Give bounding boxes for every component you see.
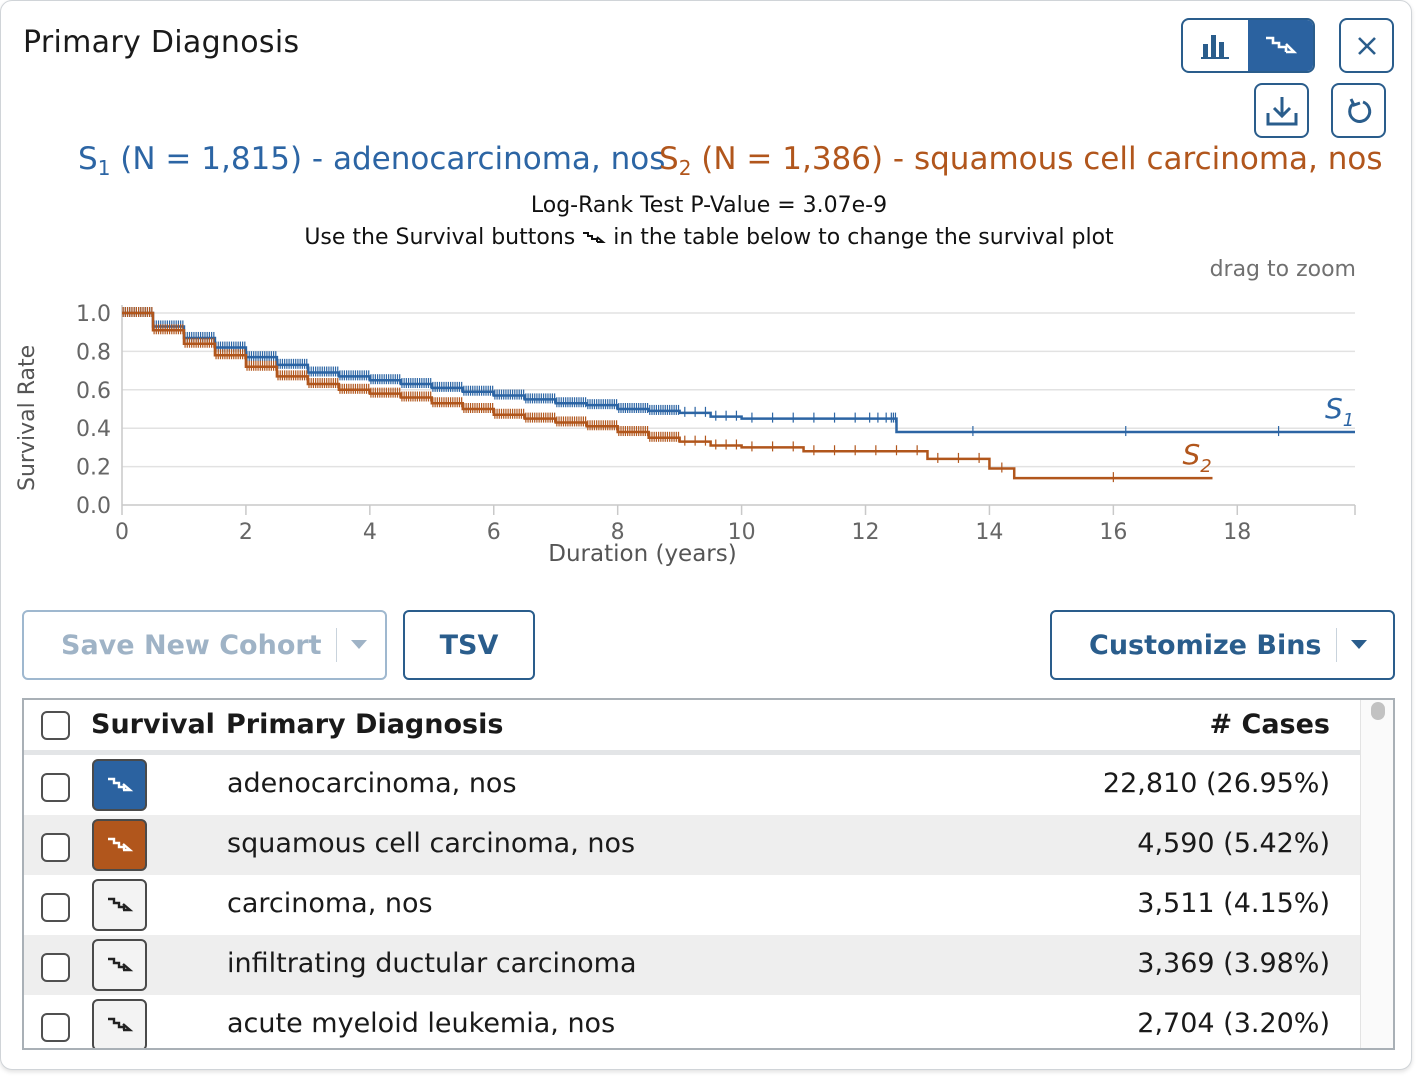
diagnosis-table: Survival Primary Diagnosis # Cases adeno… xyxy=(22,698,1395,1050)
close-button[interactable] xyxy=(1339,18,1394,73)
customize-bins-label: Customize Bins xyxy=(1089,629,1322,661)
survival-icon xyxy=(107,777,133,792)
table-row: infiltrating ductular carcinoma 3,369 (3.… xyxy=(24,935,1363,995)
panel-title: Primary Diagnosis xyxy=(23,25,300,60)
x-tick-label: 4 xyxy=(363,520,377,545)
close-icon xyxy=(1357,36,1376,55)
censor-marks-s1 xyxy=(122,307,1280,437)
cases-cell: 22,810 (26.95%) xyxy=(1102,768,1330,799)
survival-button[interactable] xyxy=(92,759,147,811)
series-line-s2 xyxy=(122,311,1213,480)
row-checkbox[interactable] xyxy=(41,833,70,862)
survival-plot-button[interactable] xyxy=(1248,20,1313,71)
diagnosis-cell: adenocarcinoma, nos xyxy=(227,768,517,799)
header-survival: Survival xyxy=(91,709,215,740)
survival-plot-icon xyxy=(1265,36,1297,53)
x-tick-label: 12 xyxy=(852,520,880,545)
survival-button[interactable] xyxy=(92,939,147,991)
y-tick-label: 0.4 xyxy=(76,417,111,442)
x-tick-label: 10 xyxy=(728,520,756,545)
diagnosis-cell: carcinoma, nos xyxy=(227,888,433,919)
save-new-cohort-label: Save New Cohort xyxy=(61,629,322,661)
diagnosis-cell: acute myeloid leukemia, nos xyxy=(227,1008,616,1039)
customize-bins-button[interactable]: Customize Bins xyxy=(1050,610,1395,680)
survival-button[interactable] xyxy=(92,819,147,871)
row-checkbox[interactable] xyxy=(41,953,70,982)
y-tick-label: 0.6 xyxy=(76,379,111,404)
x-tick-label: 0 xyxy=(115,520,129,545)
table-row: acute myeloid leukemia, nos 2,704 (3.20%) xyxy=(24,995,1363,1048)
divider xyxy=(1335,628,1337,662)
survival-hint: Use the Survival buttons in the table be… xyxy=(304,225,1114,250)
y-tick-label: 0.2 xyxy=(76,456,111,481)
cases-cell: 3,511 (4.15%) xyxy=(1137,888,1330,919)
x-tick-label: 14 xyxy=(975,520,1003,545)
select-all-checkbox[interactable] xyxy=(41,711,70,740)
row-checkbox[interactable] xyxy=(41,1013,70,1042)
header-cases[interactable]: # Cases xyxy=(1209,709,1330,740)
diagnosis-cell: squamous cell carcinoma, nos xyxy=(227,828,636,859)
cases-cell: 4,590 (5.42%) xyxy=(1137,828,1330,859)
row-checkbox[interactable] xyxy=(41,893,70,922)
survival-icon xyxy=(107,957,133,972)
x-tick-label: 8 xyxy=(611,520,625,545)
series-label-s2: S2 xyxy=(1182,438,1211,477)
scrollbar-thumb[interactable] xyxy=(1371,702,1385,720)
cases-cell: 2,704 (3.20%) xyxy=(1137,1008,1330,1039)
chart-type-toggle xyxy=(1181,18,1315,73)
scrollbar[interactable] xyxy=(1360,700,1393,1048)
table-row: carcinoma, nos 3,511 (4.15%) xyxy=(24,875,1363,935)
legend-s1: S1 (N = 1,815) - adenocarcinoma, nos xyxy=(78,141,666,180)
y-tick-label: 0.8 xyxy=(76,340,111,365)
table-row: adenocarcinoma, nos 22,810 (26.95%) xyxy=(24,755,1363,815)
drag-to-zoom-hint: drag to zoom xyxy=(1209,257,1356,282)
row-checkbox[interactable] xyxy=(41,773,70,802)
survival-button[interactable] xyxy=(92,999,147,1048)
chevron-down-icon[interactable] xyxy=(350,640,367,650)
series-line-s1 xyxy=(122,311,1355,434)
y-tick-label: 1.0 xyxy=(76,302,111,327)
reset-button[interactable] xyxy=(1331,83,1386,138)
download-button[interactable] xyxy=(1254,83,1309,138)
x-tick-label: 6 xyxy=(487,520,501,545)
diagnosis-cell: infiltrating ductular carcinoma xyxy=(227,948,637,979)
download-icon xyxy=(1266,96,1297,125)
chevron-down-icon[interactable] xyxy=(1350,640,1367,650)
censor-marks-s2 xyxy=(122,307,1114,483)
x-tick-label: 18 xyxy=(1223,520,1251,545)
survival-icon xyxy=(583,232,607,243)
series-label-s1: S1 xyxy=(1325,392,1354,431)
bar-chart-icon xyxy=(1200,34,1229,59)
save-new-cohort-button[interactable]: Save New Cohort xyxy=(22,610,387,680)
x-tick-label: 16 xyxy=(1099,520,1127,545)
survival-chart[interactable]: 0.0 0.2 0.4 0.6 0.8 1.0 0 2 4 6 8 10 12 14 16 18 S1 S2 xyxy=(1,1,1416,561)
header-primary-diagnosis[interactable]: Primary Diagnosis xyxy=(226,709,504,740)
x-axis-label: Duration (years) xyxy=(548,541,737,567)
log-rank-pvalue: Log-Rank Test P-Value = 3.07e-9 xyxy=(530,193,888,218)
bar-chart-button[interactable] xyxy=(1183,20,1248,71)
y-tick-label: 0.0 xyxy=(76,494,111,519)
survival-icon xyxy=(107,837,133,852)
survival-button[interactable] xyxy=(92,879,147,931)
table-row: squamous cell carcinoma, nos 4,590 (5.42%… xyxy=(24,815,1363,875)
x-tick-label: 2 xyxy=(239,520,253,545)
reset-icon xyxy=(1347,97,1371,123)
divider xyxy=(335,628,337,662)
survival-icon xyxy=(107,897,133,912)
tsv-button[interactable]: TSV xyxy=(403,610,535,680)
table-header: Survival Primary Diagnosis # Cases xyxy=(24,700,1363,755)
cases-cell: 3,369 (3.98%) xyxy=(1137,948,1330,979)
legend-s2: S2 (N = 1,386) - squamous cell carcinoma… xyxy=(659,141,1383,180)
survival-icon xyxy=(107,1017,133,1032)
